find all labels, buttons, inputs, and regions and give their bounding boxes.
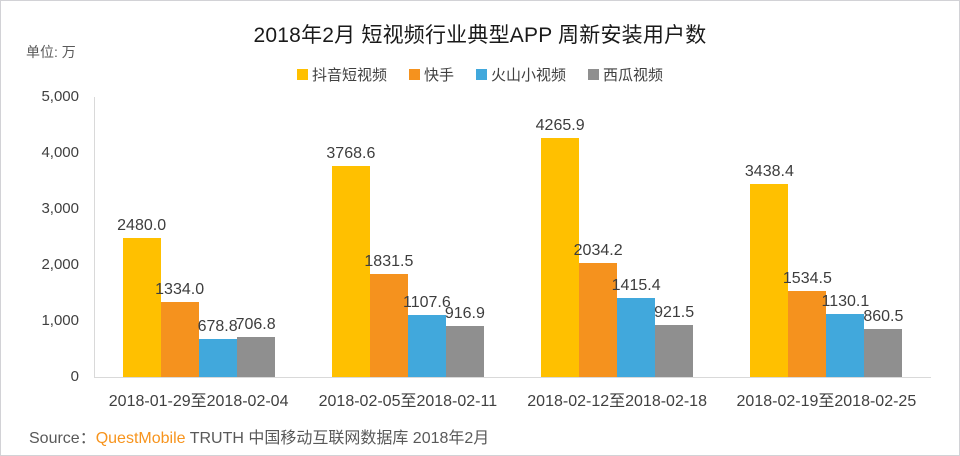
bar-value-label: 2480.0 — [117, 217, 167, 235]
bar-value-label: 2034.2 — [573, 242, 623, 260]
legend-label: 火山小视频 — [491, 67, 567, 84]
bar-抖音短视频-week1 — [122, 238, 161, 377]
y-tick-label: 4,000 — [41, 144, 79, 161]
bar-value-label: 921.5 — [654, 304, 695, 322]
bar-value-label: 1130.1 — [821, 292, 870, 310]
unit-label: 单位: 万 — [26, 44, 76, 60]
y-tick-label: 0 — [70, 368, 79, 385]
y-tick-label: 3,000 — [41, 200, 79, 217]
legend-item-1: 快手 — [408, 64, 454, 85]
bar-value-label: 678.8 — [197, 317, 238, 335]
legend-item-0: 抖音短视频 — [296, 64, 387, 85]
bar-value-label: 1107.6 — [403, 293, 451, 311]
bar-value-label: 860.5 — [863, 307, 904, 325]
x-category-label: 2018-02-05至2018-02-11 — [318, 393, 498, 410]
bar-快手-week4 — [788, 291, 827, 377]
bar-抖音短视频-week3 — [541, 138, 580, 377]
bar-西瓜视频-week2 — [445, 325, 484, 377]
bar-value-label: 4265.9 — [535, 117, 585, 135]
bar-value-label: 1415.4 — [611, 276, 661, 294]
x-category-label: 2018-02-19至2018-02-25 — [736, 393, 917, 410]
chart-title: 2018年2月 短视频行业典型APP 周新安装用户数 — [253, 24, 707, 47]
bar-value-label: 1334.0 — [155, 281, 205, 299]
bar-value-label: 1534.5 — [782, 270, 832, 288]
legend-swatch-icon — [408, 69, 420, 80]
legend-item-2: 火山小视频 — [476, 64, 566, 85]
legend-label: 西瓜视频 — [603, 67, 664, 84]
bar-value-label: 1831.5 — [364, 253, 414, 271]
bar-火山小视频-week4 — [826, 313, 865, 377]
bar-抖音短视频-week2 — [331, 165, 370, 377]
bar-value-label: 3768.6 — [326, 144, 376, 162]
legend-item-3: 西瓜视频 — [588, 64, 663, 85]
bar-西瓜视频-week3 — [655, 325, 694, 377]
bar-value-label: 706.8 — [235, 316, 276, 334]
x-axis-line — [94, 377, 931, 378]
bar-火山小视频-week2 — [407, 314, 446, 377]
source-brand: QuestMobile — [95, 430, 186, 447]
bar-value-label: 916.9 — [444, 304, 485, 322]
bar-value-label: 3438.4 — [744, 163, 794, 181]
y-axis-line — [94, 97, 95, 377]
legend: 抖音短视频 快手 火山小视频 西瓜视频 — [1, 64, 959, 85]
source-note: Source：QuestMobile TRUTH 中国移动互联网数据库 2018… — [29, 424, 489, 448]
bar-快手-week1 — [160, 302, 199, 377]
legend-swatch-icon — [296, 69, 308, 80]
legend-label: 抖音短视频 — [311, 67, 387, 84]
source-prefix: Source： — [29, 430, 96, 447]
bar-火山小视频-week1 — [198, 338, 237, 377]
legend-label: 快手 — [423, 67, 454, 84]
source-suffix: TRUTH 中国移动互联网数据库 2018年2月 — [185, 430, 490, 447]
legend-swatch-icon — [588, 69, 600, 80]
bar-火山小视频-week3 — [617, 297, 656, 377]
bar-快手-week2 — [369, 274, 408, 377]
x-category-label: 2018-02-12至2018-02-18 — [527, 393, 707, 410]
bar-西瓜视频-week4 — [864, 328, 903, 377]
bar-抖音短视频-week4 — [750, 184, 789, 377]
bar-西瓜视频-week1 — [236, 337, 275, 377]
y-tick-label: 2,000 — [41, 256, 79, 273]
legend-swatch-icon — [476, 69, 487, 80]
bar-快手-week3 — [579, 263, 618, 377]
x-category-label: 2018-01-29至2018-02-04 — [108, 393, 289, 410]
y-tick-label: 5,000 — [41, 88, 79, 105]
y-tick-label: 1,000 — [41, 312, 79, 329]
